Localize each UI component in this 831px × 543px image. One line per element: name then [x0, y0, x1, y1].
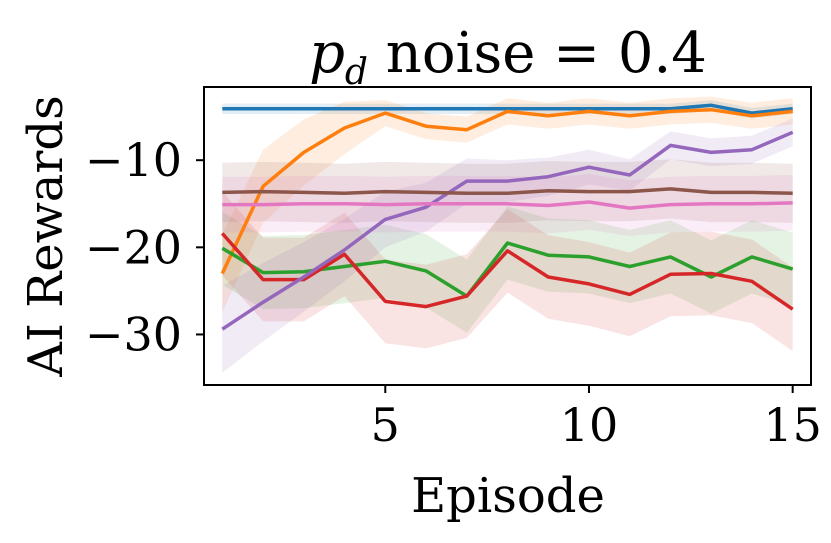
- series-line-0: [222, 103, 793, 115]
- x-tick-label-2: 15: [763, 398, 822, 452]
- y-tick-label-0: −10: [85, 133, 182, 187]
- y-tick-label-1: −20: [85, 220, 182, 274]
- series-line-4: [221, 130, 794, 331]
- y-axis-label: AI Rewards: [18, 95, 74, 377]
- series-line-6: [222, 200, 793, 210]
- band-3: [222, 191, 793, 351]
- band-4: [222, 118, 793, 373]
- series-line-1: [220, 107, 793, 275]
- series-line-3: [220, 232, 794, 311]
- y-ticks: −10 −20 −30: [85, 133, 204, 361]
- series-line-5: [222, 187, 793, 196]
- title-rest: noise = 0.4: [368, 21, 707, 86]
- chart-title: pd noise = 0.4: [309, 21, 707, 93]
- band-1: [222, 96, 793, 313]
- axes-frame: [203, 86, 812, 386]
- y-tick-label-2: −30: [85, 307, 182, 361]
- x-ticks: 5 10 15: [371, 385, 822, 452]
- x-tick-label-1: 10: [560, 398, 619, 452]
- x-axis-label: Episode: [411, 468, 605, 524]
- title-subscript: d: [345, 52, 368, 93]
- band-2: [222, 206, 793, 333]
- series-lines: [220, 103, 794, 331]
- title-symbol: p: [309, 21, 345, 86]
- x-tick-label-0: 5: [371, 398, 400, 452]
- confidence-bands: [222, 96, 793, 373]
